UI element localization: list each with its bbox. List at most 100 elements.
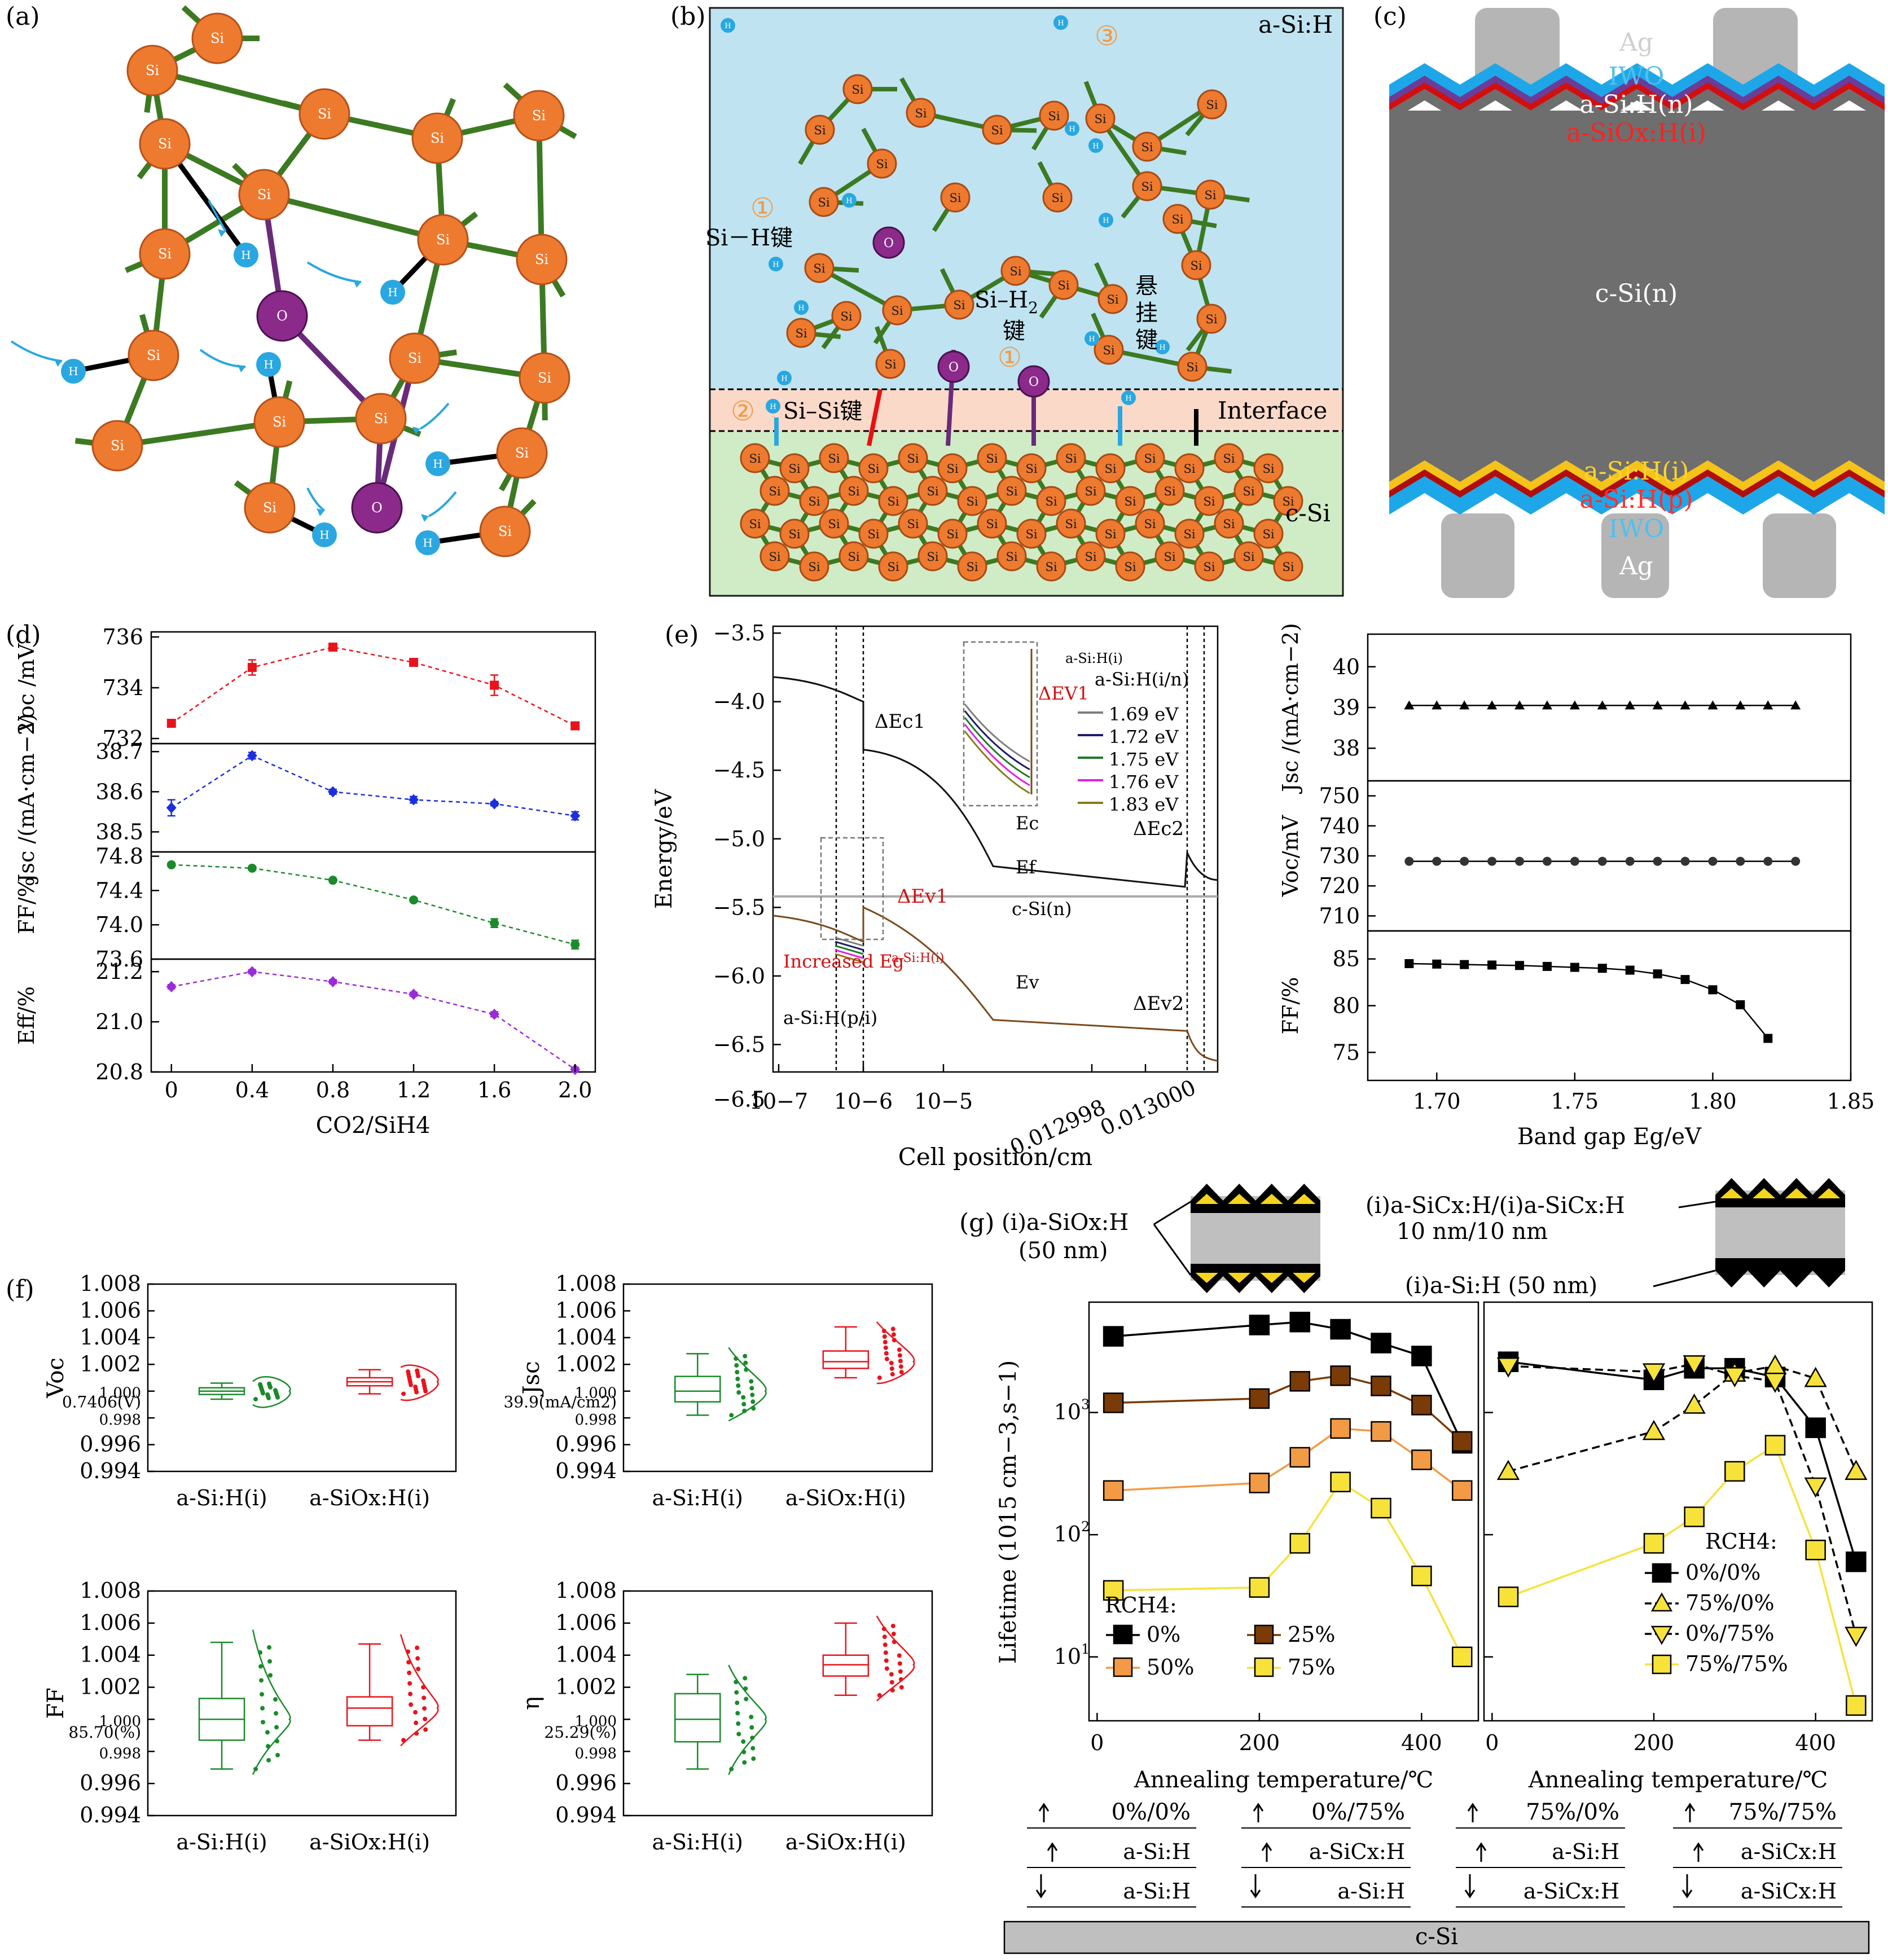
- subplot-frame: [150, 631, 596, 745]
- yellow-layer: [1228, 1273, 1251, 1283]
- legend-entry: 75%/75%: [1685, 1651, 1788, 1676]
- arrow-head: [238, 364, 245, 372]
- y-tick-label: 0.996: [80, 1432, 141, 1457]
- subplot-frame: [1367, 780, 1852, 932]
- arrow-head: [218, 229, 226, 237]
- sample-point: [891, 1332, 896, 1337]
- sample-point: [735, 1711, 740, 1716]
- distribution-curve: [876, 1615, 915, 1702]
- h-atom-label: H: [241, 248, 251, 262]
- x-axis-label: Band gap Eg/eV: [1517, 1124, 1702, 1150]
- si-atom-label: Si: [813, 262, 825, 275]
- diffusion-arrow: [10, 340, 63, 362]
- h-atom: [312, 522, 337, 547]
- sample-point: [273, 1697, 278, 1702]
- si-atom-label: Si: [876, 157, 888, 171]
- si-atom-label: Si: [263, 500, 276, 516]
- si-atom: [804, 253, 835, 283]
- subplot-frame: [622, 1590, 933, 1817]
- stack-bottom-layer: a-Si:H: [1337, 1879, 1405, 1904]
- sample-point: [423, 1716, 428, 1721]
- x-category-label: a-Si:H(i): [652, 1830, 743, 1854]
- annotation-inset-label: a-Si:H(i/n): [1095, 669, 1189, 690]
- h-atom-label: H: [388, 285, 397, 299]
- sample-point: [884, 1351, 889, 1356]
- data-point: [166, 981, 177, 992]
- si-atom-label: Si: [887, 560, 899, 574]
- data-point: [1763, 1034, 1773, 1043]
- sample-point: [413, 1385, 418, 1390]
- bond: [117, 419, 280, 449]
- y-axis-label: FF/%: [1278, 977, 1303, 1035]
- si-atom-label: Si: [1203, 560, 1215, 574]
- series-line: [1508, 1363, 1858, 1636]
- si-atom: [139, 118, 191, 170]
- si-atom: [786, 318, 816, 348]
- data-point: [247, 966, 257, 978]
- data-point: [1330, 1471, 1351, 1492]
- arrow-head: [421, 514, 429, 522]
- panel-g-lifetime: (i)a-SiOx:H (50 nm) (i)a-SiCx:H/(i)a-SiC…: [995, 1178, 1873, 1954]
- si-atom: [1056, 508, 1086, 539]
- si-atom-label: Si: [158, 136, 172, 152]
- si-atom-label: Si: [814, 124, 826, 137]
- si-atom: [298, 88, 350, 140]
- si-atom: [1196, 304, 1227, 334]
- si-atom: [858, 518, 889, 549]
- x-category-label: a-SiOx:H(i): [309, 1830, 430, 1854]
- marker-1-left: ①: [750, 192, 775, 224]
- si-atom-label: Si: [1048, 109, 1060, 123]
- si-atom-label: Si: [788, 462, 800, 476]
- label-si-h-bond: Si－H键: [705, 225, 793, 251]
- y-tick-exponent: 1: [1081, 1641, 1090, 1657]
- diffusion-arrow: [419, 402, 450, 430]
- data-point: [1459, 700, 1470, 710]
- data-point: [409, 895, 419, 905]
- annotation-a-si-h-p-i: a-Si:H(p/i): [783, 1007, 877, 1029]
- field-arrow: [1464, 1874, 1476, 1899]
- region-label-c-si: c-Si: [1285, 499, 1331, 527]
- i-layer-bottom: [1389, 460, 1885, 492]
- si-atom-label: Si: [949, 191, 961, 205]
- panel-d-chart: 732 734 736 Voc /mV 38.5 38.6 38.7 Jsc /(mA·cm−…: [14, 625, 596, 1139]
- legend-title: RCH4:: [1705, 1529, 1777, 1554]
- si-atom: [1162, 204, 1193, 234]
- sample-point: [401, 1391, 406, 1396]
- y-tick-label: 1.006: [80, 1610, 141, 1635]
- h-atom-label: H: [1092, 142, 1099, 151]
- si-atom-label: Si: [1045, 560, 1057, 574]
- y-tick-label: 20.8: [95, 1060, 143, 1084]
- si-atom: [1194, 551, 1224, 582]
- si-atom: [1135, 508, 1165, 539]
- si-atom-label: Si: [915, 107, 927, 120]
- data-point: [1708, 856, 1718, 866]
- annotation-Ec: Ec: [1016, 812, 1039, 834]
- si-atom: [513, 90, 565, 142]
- data-point: [1763, 700, 1773, 710]
- conduction-band: [772, 676, 1218, 888]
- si-atom-label: Si: [1282, 560, 1294, 574]
- h-atom: [1099, 213, 1113, 227]
- sample-point: [883, 1650, 888, 1655]
- data-point: [1680, 856, 1690, 866]
- sample-point: [750, 1399, 756, 1404]
- field-arrow: [1476, 1842, 1487, 1862]
- y-tick-label: 1.004: [80, 1325, 141, 1350]
- si-atom-label: Si: [788, 528, 800, 541]
- annotation-increased-eg: Increased Eg: [783, 951, 904, 972]
- subplot-frame: [1088, 1301, 1479, 1722]
- i-layer-top: [1389, 82, 1885, 111]
- subplot-frame: [150, 958, 596, 1073]
- si-atom-label: Si: [749, 517, 761, 531]
- x-tick-label: 1.80: [1689, 1089, 1737, 1114]
- si-atom: [805, 115, 835, 145]
- sample-point: [897, 1347, 902, 1352]
- si-atom-label: Si: [848, 485, 859, 498]
- h-atom-label: H: [423, 536, 432, 550]
- h-atom: [380, 280, 405, 305]
- y-tick-label: 0.994: [80, 1803, 141, 1827]
- si-atom: [982, 115, 1012, 145]
- distribution-curve: [399, 1634, 439, 1747]
- stack-bottom-layer: a-SiCx:H: [1523, 1879, 1619, 1904]
- si-atom-label: Si: [927, 485, 938, 498]
